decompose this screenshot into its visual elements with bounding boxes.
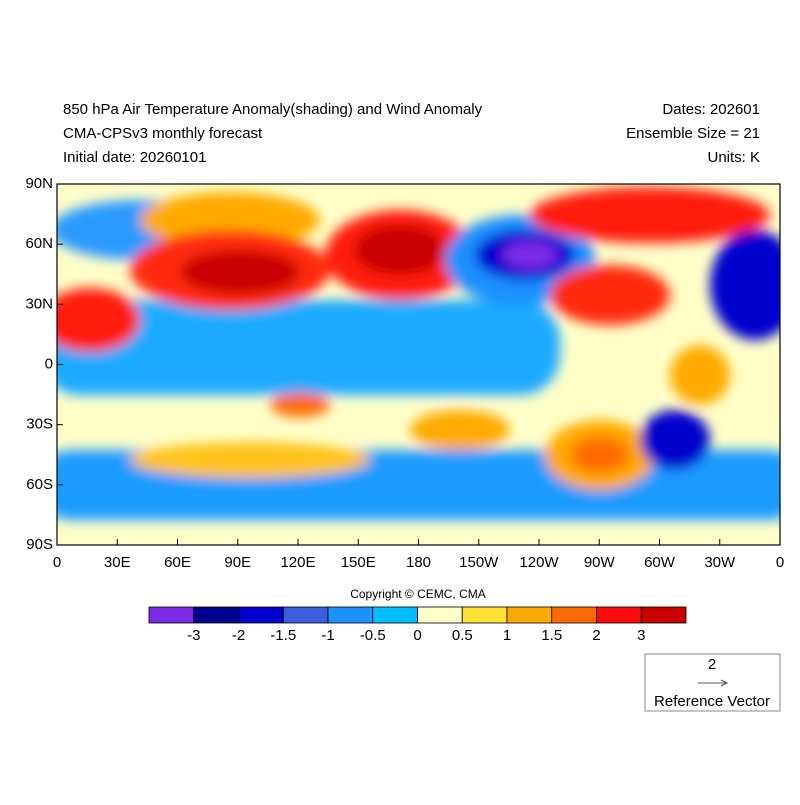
x-tick-label: 0 <box>53 554 61 571</box>
colorbar-label: -0.5 <box>360 627 386 644</box>
colorbar-label: -1.5 <box>270 627 296 644</box>
x-tick-label: 90E <box>224 554 251 571</box>
y-tick-label: 60S <box>26 476 53 493</box>
colorbar-box <box>282 606 329 624</box>
colorbar-label: 2 <box>592 627 600 644</box>
x-tick-label: 60E <box>164 554 191 571</box>
colorbar-label: -2 <box>232 627 245 644</box>
y-tick-label: 90S <box>26 536 53 553</box>
ensemble-size: Ensemble Size = 21 <box>626 125 760 142</box>
reference-arrowhead <box>720 679 729 687</box>
initial-date: Initial date: 20260101 <box>63 149 206 166</box>
colorbar-label: -1 <box>321 627 334 644</box>
y-tick-label: 60N <box>25 235 53 252</box>
dates: Dates: 202601 <box>662 101 760 118</box>
colorbar-box <box>506 606 553 624</box>
y-tick-label: 30N <box>25 295 53 312</box>
x-tick-label: 60W <box>644 554 676 571</box>
y-tick-label: 30S <box>26 416 53 433</box>
colorbar-box <box>372 606 418 624</box>
colorbar-label: 0 <box>413 627 421 644</box>
colorbar-label: 0.5 <box>452 627 473 644</box>
colorbar-label: 1 <box>503 627 511 644</box>
title: 850 hPa Air Temperature Anomaly(shading)… <box>63 101 483 118</box>
colorbar-box <box>640 606 687 624</box>
x-tick-label: 120W <box>519 554 559 571</box>
x-tick-label: 150W <box>459 554 499 571</box>
x-tick-label: 0 <box>776 554 784 571</box>
x-tick-label: 90W <box>584 554 616 571</box>
subtitle: CMA-CPSv3 monthly forecast <box>63 125 263 142</box>
x-tick-label: 150E <box>341 554 376 571</box>
colorbar-label: 3 <box>637 627 645 644</box>
x-tick-label: 30E <box>104 554 131 571</box>
x-tick-label: 180 <box>406 554 431 571</box>
colorbar-box <box>551 606 597 624</box>
colorbar-box <box>193 606 239 624</box>
colorbar-box <box>238 606 284 624</box>
copyright: Copyright © CEMC, CMA <box>350 587 486 601</box>
reference-label: Reference Vector <box>654 693 770 710</box>
y-tick-label: 0 <box>45 355 53 372</box>
colorbar-label: 1.5 <box>541 627 562 644</box>
units: Units: K <box>707 149 760 166</box>
colorbar-box <box>461 606 508 624</box>
colorbar-box <box>596 606 642 624</box>
colorbar-box <box>327 606 374 624</box>
y-tick-label: 90N <box>25 175 53 192</box>
reference-value: 2 <box>708 656 716 673</box>
colorbar-box <box>148 606 195 624</box>
x-tick-label: 30W <box>704 554 736 571</box>
colorbar-box <box>417 606 463 624</box>
x-tick-label: 120E <box>280 554 315 571</box>
map <box>57 184 780 545</box>
colorbar-label: -3 <box>187 627 200 644</box>
